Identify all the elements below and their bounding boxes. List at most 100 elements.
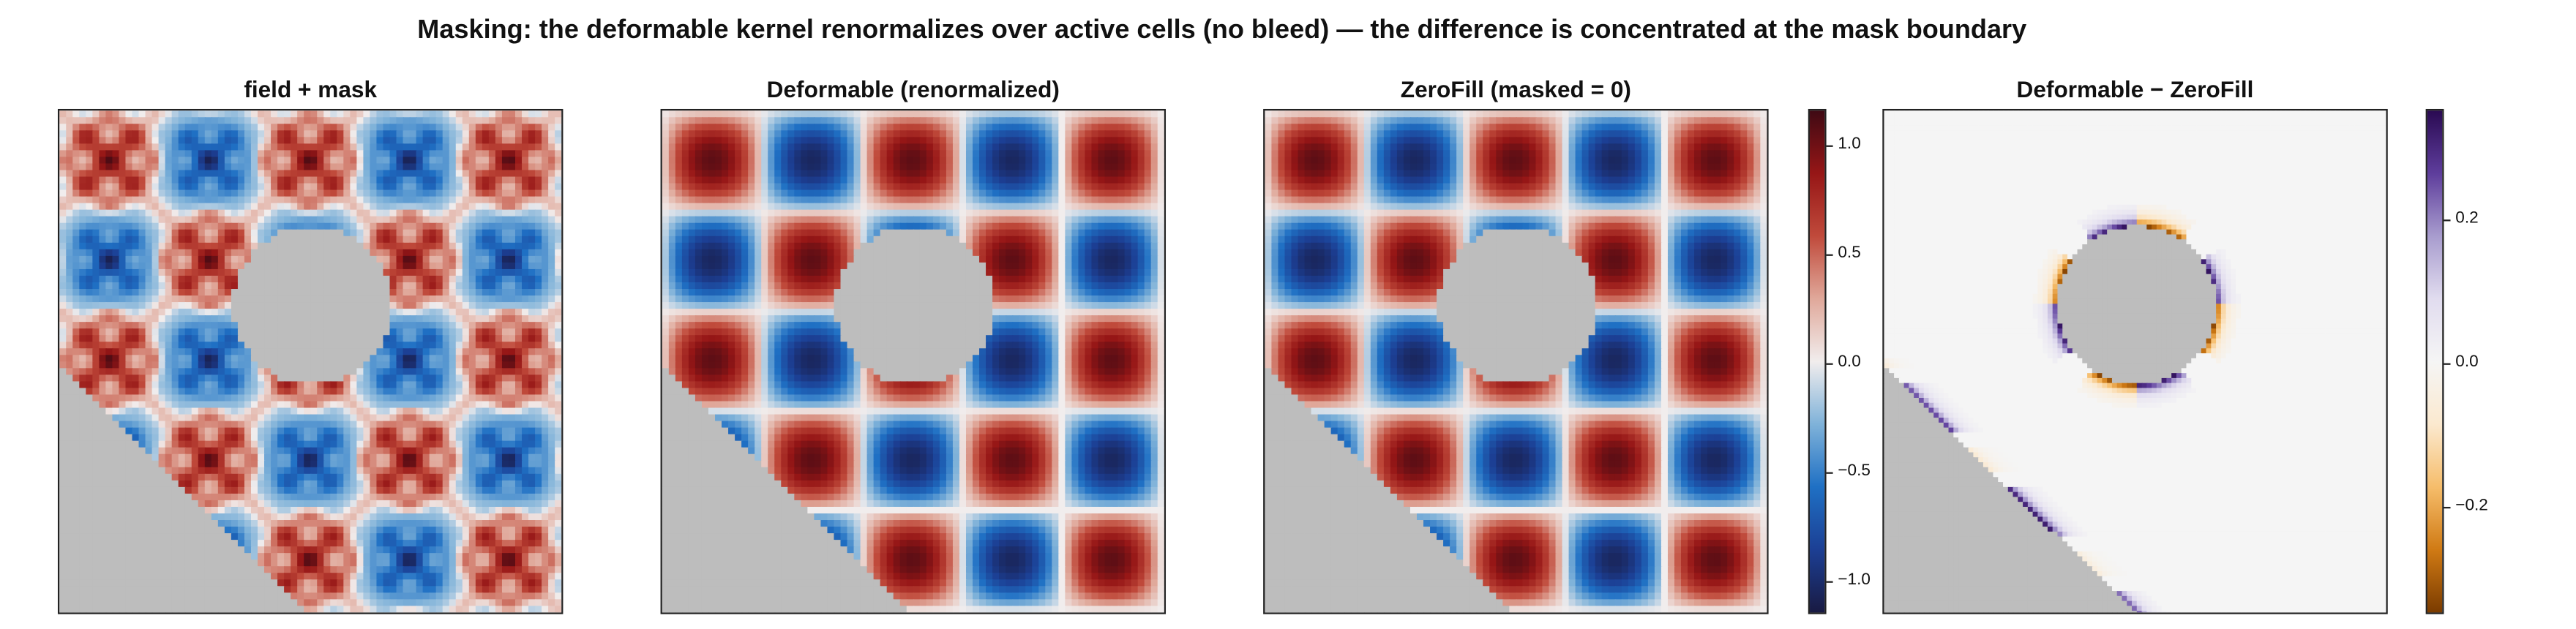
field-mask-cell bbox=[508, 189, 517, 197]
field-mask-cell bbox=[231, 493, 239, 502]
field-mask-cell bbox=[343, 421, 351, 429]
field-mask-cell bbox=[330, 157, 338, 165]
field-mask-cell bbox=[244, 506, 252, 515]
field-mask-cell bbox=[119, 110, 127, 118]
field-mask-cell bbox=[112, 348, 120, 356]
field-mask-cell bbox=[383, 453, 391, 462]
field-mask-cell bbox=[92, 513, 100, 521]
field-mask-cell bbox=[508, 222, 517, 231]
field-mask-cell bbox=[350, 401, 358, 409]
field-mask-cell bbox=[112, 460, 120, 469]
field-mask-cell bbox=[383, 216, 391, 225]
field-mask-cell bbox=[237, 480, 246, 489]
field-mask-cell bbox=[257, 533, 266, 541]
field-mask-cell bbox=[250, 506, 259, 515]
field-mask-cell bbox=[224, 268, 233, 277]
field-mask-cell bbox=[257, 255, 266, 264]
field-mask-cell bbox=[495, 289, 503, 297]
field-mask-cell bbox=[105, 309, 113, 317]
field-mask-cell bbox=[304, 236, 312, 244]
field-mask-cell bbox=[224, 170, 233, 178]
field-mask-cell bbox=[105, 183, 113, 191]
field-mask-cell bbox=[211, 473, 220, 482]
field-mask-cell bbox=[132, 268, 140, 277]
field-mask-cell bbox=[409, 407, 417, 415]
field-mask-cell bbox=[514, 222, 523, 231]
field-mask-cell bbox=[542, 322, 550, 330]
field-mask-cell bbox=[264, 275, 272, 284]
field-mask-cell bbox=[363, 143, 371, 151]
field-mask-cell bbox=[317, 255, 325, 264]
field-mask-cell bbox=[514, 309, 523, 317]
field-mask-cell bbox=[376, 295, 384, 304]
field-mask-cell bbox=[211, 236, 220, 244]
field-mask-cell bbox=[330, 447, 338, 456]
field-mask-cell bbox=[66, 150, 74, 158]
field-mask-cell bbox=[409, 335, 417, 343]
field-mask-cell bbox=[165, 427, 173, 435]
field-mask-cell bbox=[79, 222, 87, 231]
field-mask-cell bbox=[488, 473, 497, 482]
field-mask-cell bbox=[514, 242, 523, 251]
field-mask-cell bbox=[257, 176, 266, 184]
field-mask-cell bbox=[250, 124, 259, 132]
field-mask-cell bbox=[522, 130, 530, 138]
field-mask-cell bbox=[264, 196, 272, 204]
field-mask-cell bbox=[158, 520, 166, 528]
field-mask-cell bbox=[356, 183, 364, 191]
field-mask-cell bbox=[59, 117, 67, 125]
field-mask-cell bbox=[211, 540, 220, 548]
field-mask-cell bbox=[310, 533, 318, 541]
field-mask-cell bbox=[284, 342, 292, 350]
field-mask-cell bbox=[145, 480, 153, 489]
field-mask-cell bbox=[145, 355, 153, 363]
field-mask-cell bbox=[455, 520, 464, 528]
field-mask-cell bbox=[291, 216, 299, 225]
field-mask-cell bbox=[317, 506, 325, 515]
field-mask-cell bbox=[495, 467, 503, 475]
field-mask-cell bbox=[250, 533, 259, 541]
field-mask-cell bbox=[66, 189, 74, 197]
field-mask-cell bbox=[555, 520, 562, 528]
field-mask-cell bbox=[330, 275, 338, 284]
field-mask-cell bbox=[184, 473, 193, 482]
field-mask-cell bbox=[119, 421, 127, 429]
field-mask-cell bbox=[555, 440, 562, 449]
field-mask-cell bbox=[442, 381, 451, 389]
field-mask-cell bbox=[217, 157, 226, 165]
field-mask-cell bbox=[264, 407, 272, 415]
field-mask-cell bbox=[317, 282, 325, 290]
field-mask-cell bbox=[231, 328, 239, 336]
field-mask-cell bbox=[416, 216, 424, 225]
field-mask-cell bbox=[257, 302, 266, 310]
field-mask-cell bbox=[171, 467, 180, 475]
field-mask-cell bbox=[271, 282, 279, 290]
field-mask-cell bbox=[191, 342, 200, 350]
field-mask-cell bbox=[542, 374, 550, 383]
field-mask-cell bbox=[337, 183, 345, 191]
field-mask-cell bbox=[396, 500, 404, 508]
field-mask-cell bbox=[171, 368, 180, 376]
field-mask-cell bbox=[449, 527, 457, 535]
field-mask-cell bbox=[363, 520, 371, 528]
field-mask-cell bbox=[184, 315, 193, 323]
field-mask-cell bbox=[277, 348, 285, 356]
field-mask-cell bbox=[165, 520, 173, 528]
field-mask-cell bbox=[555, 421, 562, 429]
field-mask-cell bbox=[402, 355, 411, 363]
field-mask-cell bbox=[508, 143, 517, 151]
field-mask-cell bbox=[171, 361, 180, 369]
field-mask-cell bbox=[86, 500, 94, 508]
field-mask-cell bbox=[468, 315, 477, 323]
field-mask-cell bbox=[449, 124, 457, 132]
field-mask-cell bbox=[383, 137, 391, 145]
field-mask-cell bbox=[224, 421, 233, 429]
field-mask-cell bbox=[462, 500, 471, 508]
field-mask-cell bbox=[217, 150, 226, 158]
field-mask-cell bbox=[416, 157, 424, 165]
field-mask-cell bbox=[204, 394, 213, 402]
field-mask-cell bbox=[224, 506, 233, 515]
field-mask-cell bbox=[449, 176, 457, 184]
field-mask-cell bbox=[237, 342, 246, 350]
field-mask-cell bbox=[449, 150, 457, 158]
